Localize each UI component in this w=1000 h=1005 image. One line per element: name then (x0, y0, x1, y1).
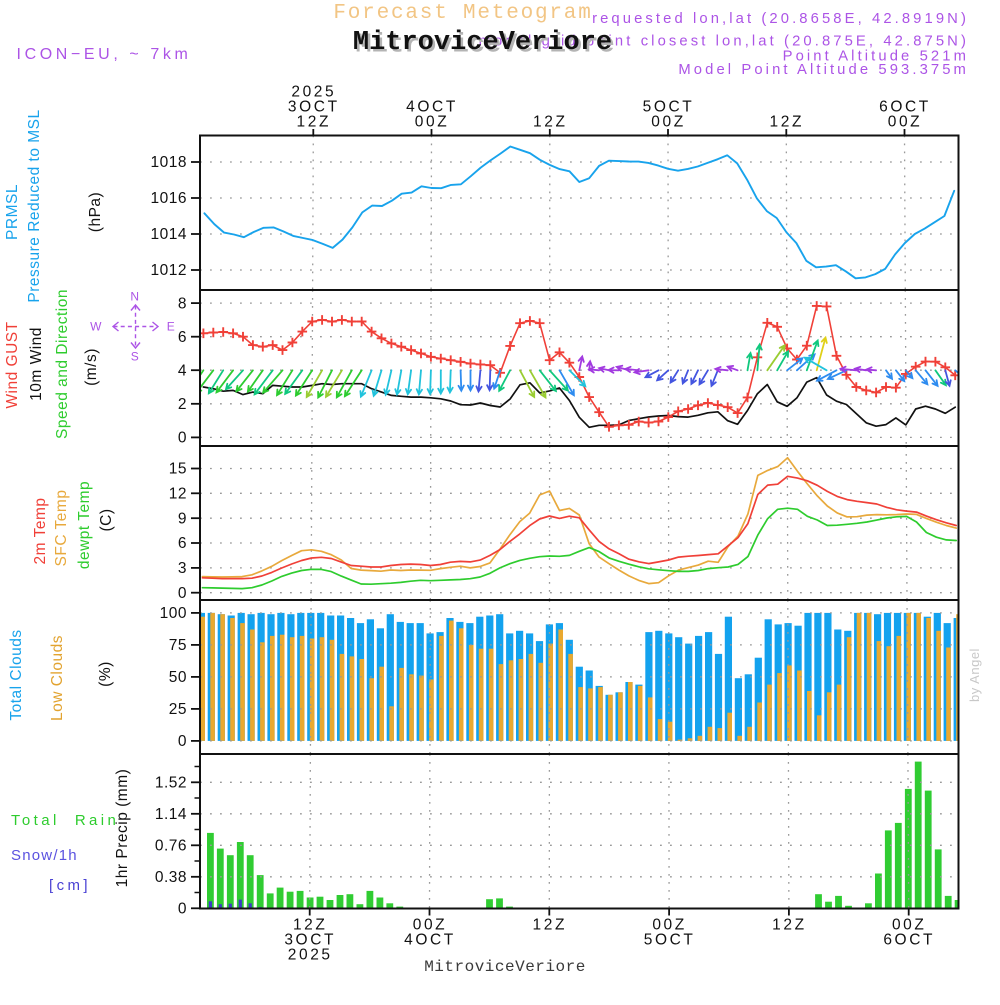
svg-text:0: 0 (178, 585, 187, 602)
svg-text:0: 0 (178, 901, 187, 918)
svg-text:0: 0 (178, 430, 187, 447)
svg-text:12: 12 (169, 486, 187, 503)
svg-text:50: 50 (169, 669, 187, 686)
svg-text:by Angel: by Angel (967, 648, 982, 702)
svg-text:0.38: 0.38 (155, 869, 187, 886)
svg-text:SFC Temp: SFC Temp (53, 490, 70, 567)
svg-text:S: S (131, 350, 141, 364)
svg-text:[cm]: [cm] (49, 877, 91, 894)
svg-text:0: 0 (178, 733, 187, 750)
svg-text:N: N (130, 290, 140, 304)
svg-text:6: 6 (178, 329, 187, 346)
svg-text:1014: 1014 (151, 226, 187, 243)
svg-text:(%): (%) (97, 661, 114, 687)
svg-text:MitroviceVeriore: MitroviceVeriore (353, 28, 612, 58)
svg-text:00Z: 00Z (888, 114, 923, 131)
svg-text:2025: 2025 (291, 84, 336, 101)
svg-text:Total Rain: Total Rain (11, 812, 119, 829)
svg-text:Pressure Reduced to MSL: Pressure Reduced to MSL (26, 109, 43, 302)
svg-text:12Z: 12Z (772, 917, 807, 934)
svg-text:8: 8 (178, 295, 187, 312)
svg-text:4OCT: 4OCT (406, 99, 458, 116)
svg-text:PRMSL: PRMSL (4, 184, 21, 240)
svg-text:(hPa): (hPa) (87, 192, 104, 232)
svg-text:1.52: 1.52 (155, 775, 187, 792)
svg-text:1016: 1016 (151, 190, 187, 207)
svg-text:dewpt Temp: dewpt Temp (76, 481, 93, 569)
svg-text:1.14: 1.14 (155, 806, 187, 823)
svg-text:1012: 1012 (151, 262, 187, 279)
svg-text:5OCT: 5OCT (643, 99, 695, 116)
svg-text:Wind GUST: Wind GUST (4, 321, 21, 408)
svg-text:6OCT: 6OCT (883, 932, 935, 949)
svg-text:W: W (90, 320, 103, 334)
svg-text:Forecast Meteogram: Forecast Meteogram (333, 2, 592, 25)
svg-text:ICON−EU, ~ 7km: ICON−EU, ~ 7km (17, 46, 192, 63)
svg-text:2025: 2025 (288, 947, 333, 964)
svg-text:3: 3 (178, 560, 187, 577)
svg-text:1018: 1018 (151, 154, 187, 171)
svg-text:10m Wind: 10m Wind (28, 327, 45, 401)
svg-text:2: 2 (178, 396, 187, 413)
svg-text:12Z: 12Z (533, 917, 568, 934)
svg-text:(m/s): (m/s) (83, 348, 100, 386)
svg-text:00Z: 00Z (415, 114, 450, 131)
svg-text:100: 100 (160, 605, 187, 622)
svg-text:2m Temp: 2m Temp (32, 498, 49, 565)
svg-text:5OCT: 5OCT (644, 932, 696, 949)
svg-text:3OCT: 3OCT (288, 99, 340, 116)
svg-text:25: 25 (169, 701, 187, 718)
svg-text:requested lon,lat (20.8658E, 4: requested lon,lat (20.8658E, 42.8919N) (592, 11, 969, 27)
svg-text:Total Clouds: Total Clouds (8, 629, 25, 720)
svg-text:Snow/1h: Snow/1h (11, 847, 78, 864)
svg-text:Model Point Altitude 593.375m: Model Point Altitude 593.375m (678, 62, 969, 78)
svg-text:Speed and Direction: Speed and Direction (54, 289, 71, 439)
svg-text:00Z: 00Z (651, 114, 686, 131)
svg-text:0.76: 0.76 (155, 838, 187, 855)
svg-text:9: 9 (178, 510, 187, 527)
svg-text:12Z: 12Z (770, 114, 805, 131)
svg-text:MitroviceVeriore: MitroviceVeriore (424, 958, 586, 976)
svg-text:4OCT: 4OCT (404, 932, 456, 949)
svg-text:75: 75 (169, 637, 187, 654)
svg-text:12Z: 12Z (297, 114, 332, 131)
svg-text:(C): (C) (98, 508, 115, 531)
svg-text:4: 4 (178, 362, 187, 379)
svg-text:6OCT: 6OCT (879, 99, 931, 116)
svg-text:E: E (167, 320, 177, 334)
svg-text:6: 6 (178, 535, 187, 552)
svg-text:12Z: 12Z (533, 114, 568, 131)
svg-text:15: 15 (169, 461, 187, 478)
svg-text:Low Clouds: Low Clouds (49, 635, 66, 721)
